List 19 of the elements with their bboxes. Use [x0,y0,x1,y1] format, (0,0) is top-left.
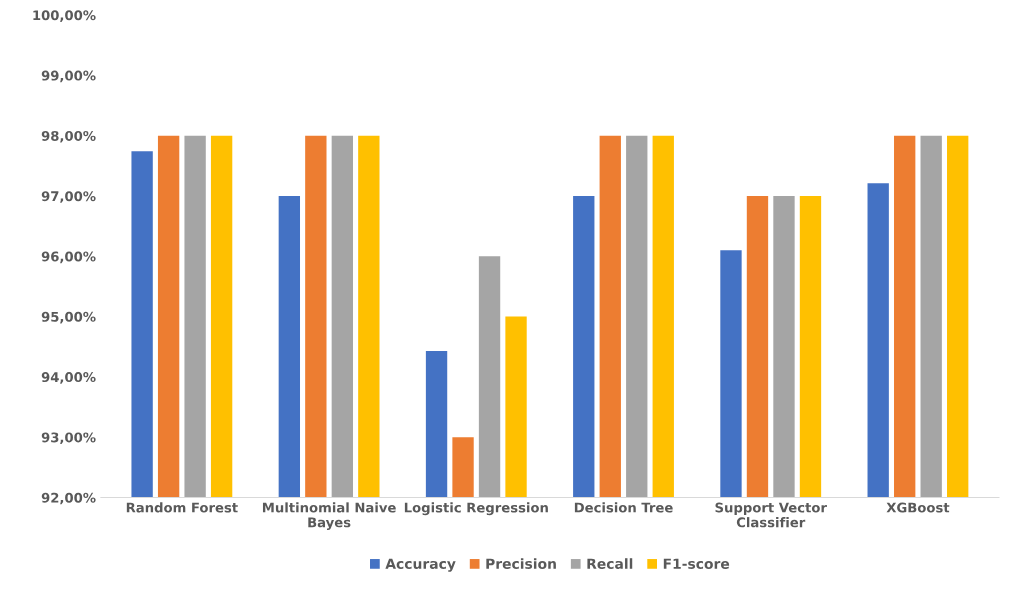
x-tick-label: Logistic Regression [404,502,548,516]
y-tick-label: 99,00% [41,70,96,83]
x-tick-label: Support Vector Classifier [715,502,827,528]
legend-label: Accuracy [385,558,456,572]
legend-label: F1-score [663,558,730,569]
y-tick-label: 92,00% [41,492,96,505]
legend-label: Precision [486,558,556,569]
x-tick-label: Multinomial Naive Bayes [262,502,396,530]
y-tick-label: 94,00% [41,372,96,384]
legend-label: Recall [587,558,633,569]
x-tick-label: Random Forest [126,502,238,513]
y-tick-label: 93,00% [41,432,96,445]
y-tick-label: 100,00% [33,10,96,22]
y-tick-label: 98,00% [41,130,96,143]
x-tick-label: XGBoost [886,502,950,513]
y-tick-label: 97,00% [41,191,96,203]
y-tick-label: 96,00% [41,251,96,264]
x-tick-label: Decision Tree [574,502,673,513]
y-tick-label: 95,00% [41,311,96,324]
